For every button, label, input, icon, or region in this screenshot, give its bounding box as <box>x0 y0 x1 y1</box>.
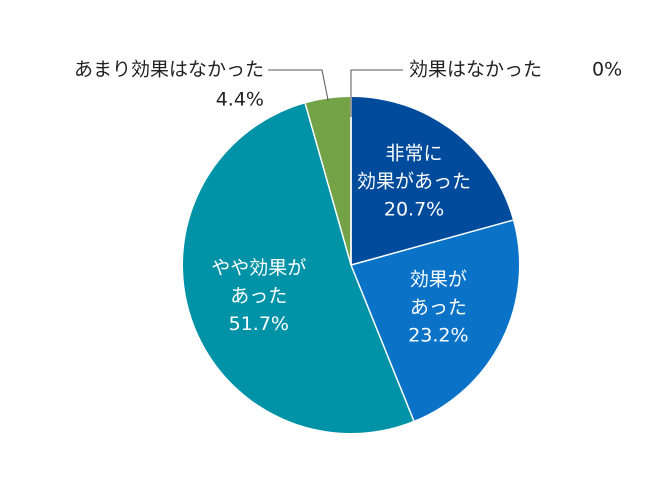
slice-4-value-label: 4.4% <box>216 89 264 111</box>
slice-5-value-label: 0% <box>592 59 622 81</box>
slice-4-name-label: あまり効果はなかった <box>74 59 264 81</box>
slice-1-name-label: 非常に <box>386 143 443 165</box>
slice-5-leader-line <box>350 69 403 117</box>
slice-separator <box>350 264 415 422</box>
slice-3-value-label: 51.7% <box>229 313 289 335</box>
slice-4-leader-line <box>268 69 329 101</box>
slice-3-name-label: やや効果が <box>211 257 306 279</box>
slice-separator <box>304 103 352 266</box>
slice-2-name-label: 効果が <box>410 269 467 291</box>
slice-3-name-label: あった <box>230 285 287 307</box>
slice-1-value-label: 20.7% <box>384 199 444 221</box>
slice-1-name-label: 効果があった <box>357 171 471 193</box>
slice-2-name-label: あった <box>410 297 467 319</box>
slice-1 <box>351 97 513 265</box>
slice-2-value-label: 23.2% <box>408 325 468 347</box>
slice-5-name-label: 効果はなかった <box>409 59 542 81</box>
slice-3 <box>182 103 414 434</box>
slice-separator <box>350 219 514 266</box>
slice-2 <box>351 220 519 421</box>
